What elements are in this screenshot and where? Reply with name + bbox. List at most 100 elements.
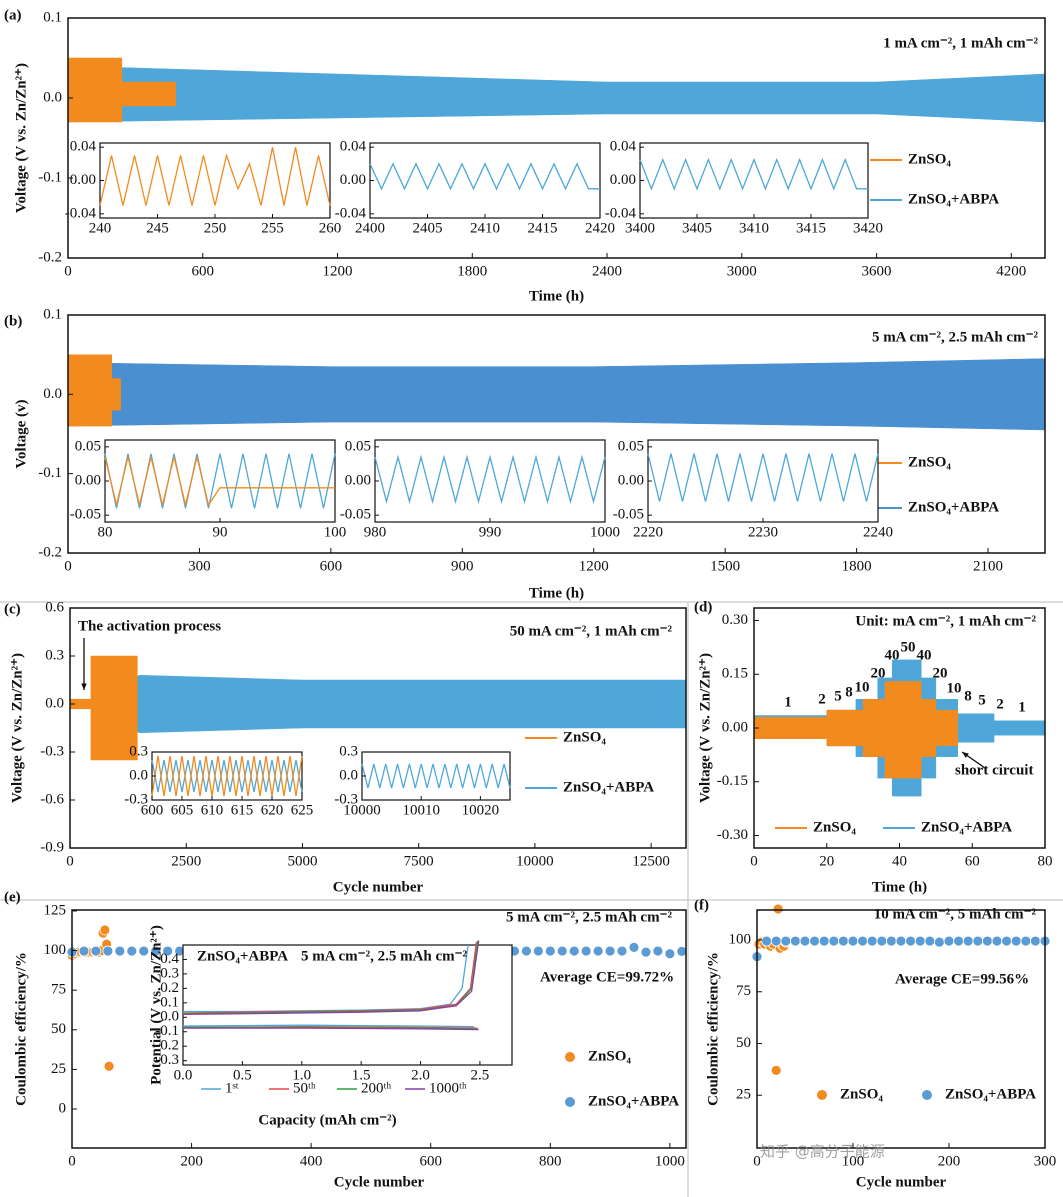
- x-tick-label: 0: [64, 558, 72, 574]
- y-tick-label: -0.6: [40, 791, 64, 807]
- y-tick-label: 100: [44, 942, 67, 958]
- data-point: [544, 945, 556, 957]
- inset-y-tick-label: 0.00: [340, 172, 366, 188]
- inset-x-tick-label: 615: [231, 802, 254, 818]
- y-tick-label: 25: [736, 1087, 751, 1103]
- x-tick-label: 100: [842, 1153, 865, 1169]
- x-tick-label: 2100: [973, 558, 1003, 574]
- inset-y-tick-label: 0.1: [160, 994, 179, 1010]
- y-tick-label: -0.15: [717, 773, 748, 789]
- data-point: [568, 945, 580, 957]
- inset-x-tick-label: 240: [89, 220, 112, 236]
- data-point: [102, 945, 114, 957]
- legend-marker: [564, 1096, 576, 1108]
- plot-frame: [69, 607, 687, 849]
- plot-frame: [67, 314, 1046, 554]
- inset-x-tick-label: 80: [98, 524, 113, 540]
- data-point: [126, 945, 138, 957]
- x-tick-label: 2500: [171, 853, 201, 869]
- inset-y-tick-label: 0.4: [160, 951, 179, 967]
- data-point: [520, 945, 532, 957]
- panel: (a) 0 600 1200 1800 2400 3000 3600 4200 -0.2 -0.1 0…: [4, 7, 1046, 304]
- annotation: 1: [1018, 699, 1026, 715]
- inset-x-tick-label: 10010: [402, 802, 440, 818]
- data-point: [799, 935, 811, 947]
- inset-line: [639, 157, 868, 191]
- data-point: [580, 945, 592, 957]
- inset-line: [647, 453, 879, 502]
- data-point: [809, 935, 820, 947]
- inset-text: ZnSO₄+ABPA: [197, 948, 288, 964]
- condition-label: 50 mA cm⁻², 1 mAh cm⁻²: [510, 623, 673, 639]
- panel-label: (f): [694, 897, 709, 913]
- inset-y-tick-label: -0.2: [155, 1038, 179, 1054]
- inset-y-tick-label: -0.3: [124, 791, 148, 807]
- x-tick-label: 0: [753, 1153, 761, 1169]
- inset-legend-label: 200ᵗʰ: [361, 1080, 391, 1096]
- annotation: 8: [964, 688, 972, 704]
- legend-label: ZnSO₄: [908, 151, 951, 167]
- panel-label: (a): [4, 7, 22, 23]
- x-tick-label: 40: [892, 853, 907, 869]
- condition-label: 10 mA cm⁻², 5 mAh cm⁻²: [874, 906, 1037, 922]
- y-axis-label: Coulombic efficiency/%: [705, 952, 721, 1106]
- voltage-band: [67, 354, 121, 427]
- inset-x-tick-label: 600: [141, 802, 164, 818]
- legend-label: ZnSO₄+ABPA: [588, 1093, 679, 1109]
- inset-x-tick-label: 2410: [470, 220, 500, 236]
- inset-y-tick-label: -0.04: [65, 205, 97, 221]
- x-tick-label: 200: [180, 1153, 203, 1169]
- legend-label: ZnSO₄: [563, 729, 606, 745]
- inset-y-tick-label: 0.00: [345, 472, 371, 488]
- data-point: [770, 935, 782, 947]
- x-tick-label: 800: [539, 1153, 562, 1169]
- data-point: [866, 935, 878, 947]
- inset-x-tick-label: 610: [201, 802, 224, 818]
- x-tick-label: 1200: [323, 263, 353, 279]
- inset-y-tick-label: 0.04: [70, 139, 97, 155]
- inset-y-tick-label: -0.04: [605, 205, 637, 221]
- data-point: [1001, 935, 1012, 947]
- condition-label: 1 mA cm⁻², 1 mAh cm⁻²: [883, 35, 1038, 51]
- inset-line: [361, 763, 511, 789]
- x-tick-label: 600: [320, 558, 343, 574]
- legend-label: ZnSO₄+ABPA: [908, 499, 999, 515]
- y-axis-label: Voltage (V vs. Zn/Zn²⁺): [13, 63, 29, 213]
- x-tick-label: 3000: [727, 263, 757, 279]
- plot-frame: [71, 909, 687, 1149]
- inset-x-tick-label: 250: [204, 220, 227, 236]
- legend-label: ZnSO₄: [840, 1086, 883, 1102]
- inset-y-tick-label: 0.00: [618, 472, 644, 488]
- y-tick-label: 50: [51, 1021, 66, 1037]
- inset-x-tick-label: 2.5: [471, 1067, 490, 1083]
- annotation: 20: [871, 665, 886, 681]
- inset-x-tick-label: 1.0: [292, 1067, 311, 1083]
- x-tick-label: 300: [188, 558, 211, 574]
- y-tick-label: -0.1: [38, 465, 62, 481]
- x-tick-label: 0: [66, 853, 74, 869]
- legend-marker: [816, 1089, 828, 1101]
- x-tick-label: 10000: [516, 853, 554, 869]
- condition-label: 5 mA cm⁻², 2.5 mAh cm⁻²: [872, 329, 1039, 345]
- inset-frame: [639, 142, 869, 219]
- condition-label: 5 mA cm⁻², 2.5 mAh cm⁻²: [506, 909, 673, 925]
- y-tick-label: 0.1: [43, 306, 62, 322]
- inset-x-tick-label: 2.0: [411, 1067, 430, 1083]
- inset-y-tick-label: -0.3: [155, 1052, 179, 1068]
- annotation: 8: [845, 684, 853, 700]
- inset-y-tick-label: 0.00: [70, 172, 96, 188]
- data-point: [652, 945, 664, 957]
- inset-x-tick-label: 1.5: [352, 1067, 371, 1083]
- inset-y-tick-label: -0.3: [334, 791, 358, 807]
- data-point: [138, 945, 150, 957]
- x-tick-label: 1800: [842, 558, 872, 574]
- annotation: 40: [917, 647, 932, 663]
- inset-text: 5 mA cm⁻², 2.5 mAh cm⁻²: [301, 948, 468, 964]
- data-point: [828, 935, 840, 947]
- inset-y-tick-label: -0.04: [335, 205, 367, 221]
- data-point: [772, 903, 784, 915]
- panel: (f) 0 100 200 300 25 50 75 100 Cycle number Coulom…: [694, 897, 1056, 1190]
- inset-x-tick-label: 3405: [682, 220, 712, 236]
